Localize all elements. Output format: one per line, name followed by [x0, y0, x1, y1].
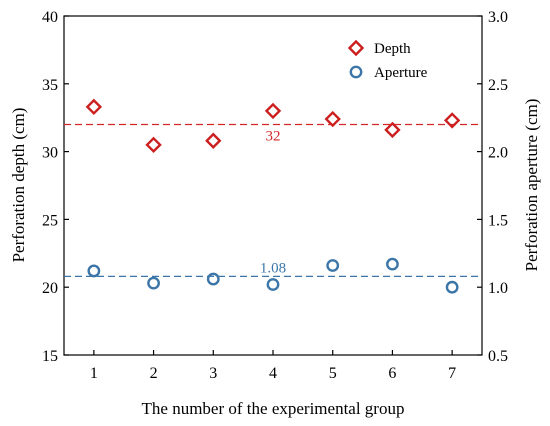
x-tick-label: 4 — [269, 365, 277, 382]
x-tick-label: 3 — [209, 365, 217, 382]
y-tick-label-left: 15 — [42, 348, 58, 365]
y-tick-label-left: 25 — [42, 212, 58, 229]
data-point-aperture — [386, 257, 399, 271]
y-tick-label-right: 2.5 — [488, 77, 508, 94]
reference-lines: 321.08 — [64, 123, 482, 278]
data-point-aperture — [266, 278, 280, 291]
x-axis-label: The number of the experimental group — [142, 399, 405, 418]
data-point-aperture — [87, 264, 101, 278]
data-point-aperture — [147, 276, 160, 290]
data-point-aperture — [445, 280, 459, 294]
reference-line-label: 1.08 — [260, 260, 286, 276]
data-point-depth — [85, 98, 103, 116]
y-tick-label-left: 30 — [42, 145, 58, 162]
data-point-aperture — [206, 272, 220, 286]
y-tick-label-right: 1.0 — [488, 280, 508, 297]
y-axis-label-right: Perforation aperture (cm) — [522, 99, 541, 272]
x-tick-label: 5 — [329, 365, 337, 382]
y-tick-label-right: 2.0 — [488, 145, 508, 162]
data-point-depth — [443, 112, 461, 129]
x-tick-label: 2 — [150, 365, 158, 382]
data-point-aperture — [326, 259, 340, 272]
x-tick-label: 1 — [90, 365, 98, 382]
reference-line-label: 32 — [266, 128, 281, 144]
data-point-depth — [205, 132, 222, 149]
x-tick-label: 6 — [388, 365, 396, 382]
y-tick-label-left: 35 — [42, 77, 58, 94]
y-tick-label-right: 0.5 — [488, 348, 508, 365]
y-tick-label-right: 3.0 — [488, 9, 508, 26]
legend-marker-depth — [347, 39, 365, 57]
x-tick-label: 7 — [448, 365, 456, 382]
legend-label-aperture: Aperture — [374, 65, 428, 81]
data-point-depth — [264, 102, 282, 120]
data-point-depth — [145, 136, 162, 154]
legend: Depth Aperture — [347, 39, 428, 81]
legend-marker-aperture — [349, 65, 363, 79]
axis-ticks: 1 2 3 4 5 6 7 15 20 25 30 35 40 0.5 1.0 1.5 2.0 2.5 3.0 — [42, 9, 508, 382]
y-tick-label-left: 40 — [42, 9, 58, 26]
data-point-depth — [324, 110, 341, 128]
y-axis-label-left: Perforation depth (cm) — [9, 108, 28, 263]
data-point-depth — [384, 121, 401, 139]
y-tick-label-left: 20 — [42, 280, 58, 297]
y-tick-label-right: 1.5 — [488, 212, 508, 229]
data-marks — [85, 98, 461, 294]
plot-frame — [63, 15, 483, 356]
legend-label-depth: Depth — [374, 41, 411, 57]
